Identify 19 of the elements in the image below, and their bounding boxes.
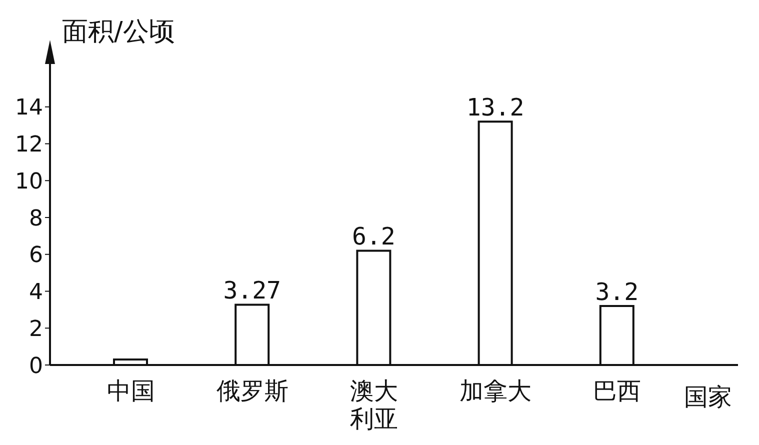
y-tick-label: 8 [29,206,43,232]
y-tick-label: 0 [29,354,43,379]
x-axis-title: 国家 [684,383,732,411]
y-axis-title: 面积/公顷 [62,17,175,47]
x-tick-label: 巴西 [593,377,642,405]
x-tick-label: 中国 [106,377,155,405]
y-tick-label: 4 [29,280,43,306]
data-label: 3.27 [223,276,281,305]
y-tick-label: 12 [15,132,43,158]
y-tick-label: 6 [29,243,43,268]
data-label: 13.2 [466,94,524,122]
x-tick-label: 俄罗斯 [216,377,288,405]
data-label: 6.2 [352,222,396,251]
x-tick-label: 澳大利亚 [350,377,398,433]
x-tick-label: 加拿大 [460,377,532,405]
y-tick-label: 10 [15,169,43,194]
data-label: 3.2 [595,278,639,306]
y-tick-label: 14 [15,96,43,121]
y-tick-label: 2 [29,316,43,342]
